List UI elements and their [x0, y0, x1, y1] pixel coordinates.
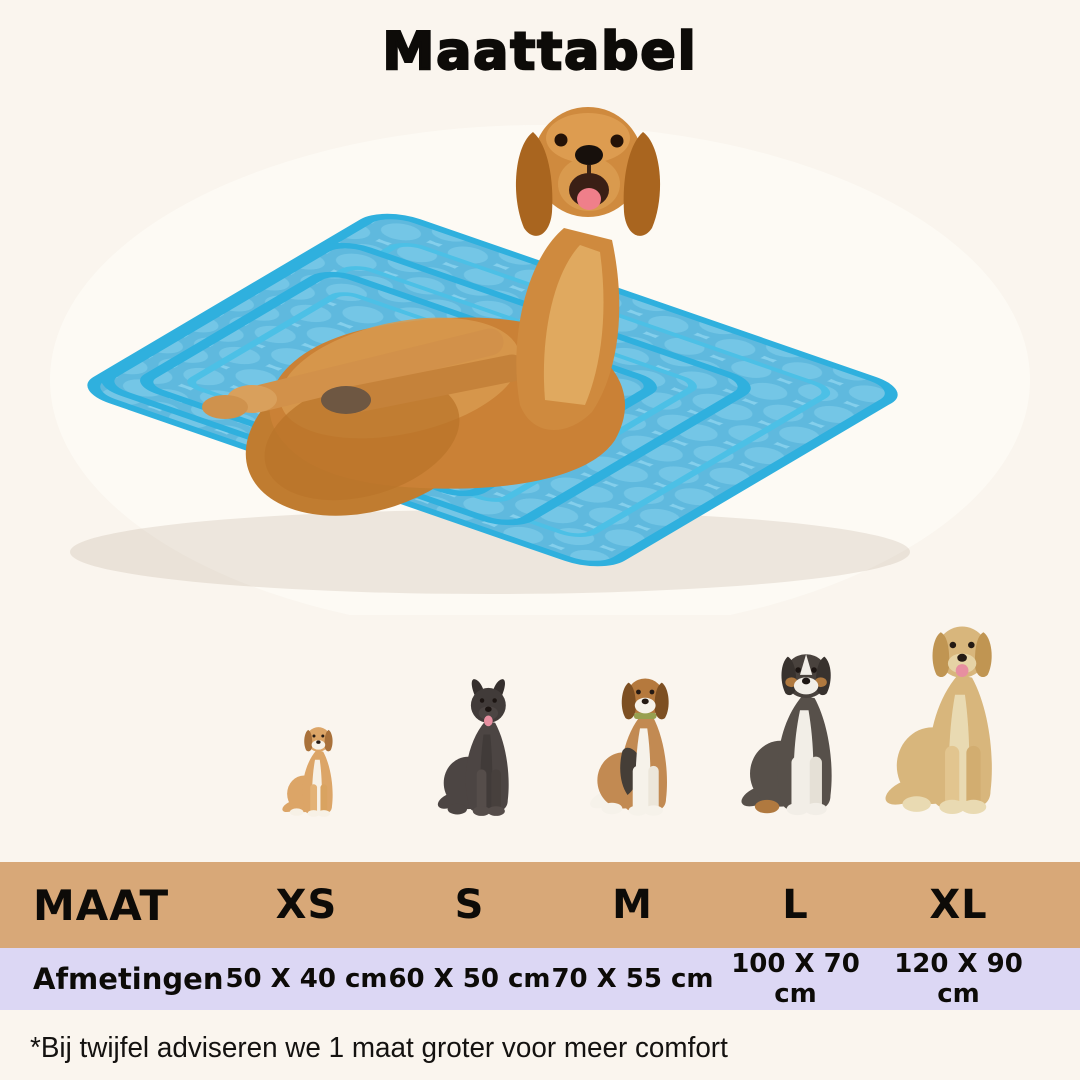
hero-product-image [50, 107, 1030, 615]
size-table-header-row: MAAT XS S M L XL [0, 862, 1080, 948]
size-dogs-row [0, 600, 1080, 820]
size-table: MAAT XS S M L XL Afmetingen 50 X 40 cm 6… [0, 862, 1080, 1010]
beagle-icon [590, 678, 669, 816]
french-bulldog-icon [437, 679, 509, 816]
size-col-l: L [782, 882, 809, 928]
size-col-s: S [454, 882, 485, 928]
size-col-xl: XL [929, 882, 988, 928]
golden-retriever-icon [885, 626, 992, 814]
golden-retriever-hero [202, 107, 661, 516]
puppy-icon [282, 727, 333, 817]
dimension-s: 60 X 50 cm [388, 964, 551, 994]
size-advice-footnote: *Bij twijfel adviseren we 1 maat groter … [30, 1032, 728, 1064]
size-table-dimensions-row: Afmetingen 50 X 40 cm 60 X 50 cm 70 X 55… [0, 948, 1080, 1010]
dimension-l: 100 X 70 cm [731, 949, 860, 1009]
page-title: Maattabel [381, 21, 698, 83]
dimension-m: 70 X 55 cm [551, 964, 714, 994]
size-col-xs: XS [275, 882, 338, 928]
dimension-xs: 50 X 40 cm [225, 964, 388, 994]
australian-shepherd-icon [741, 654, 832, 816]
size-col-m: M [612, 882, 653, 928]
size-table-header-label: MAAT [33, 880, 170, 930]
dimension-xl: 120 X 90 cm [894, 949, 1023, 1009]
mat-shadow [70, 510, 910, 594]
dimensions-row-label: Afmetingen [33, 962, 224, 996]
